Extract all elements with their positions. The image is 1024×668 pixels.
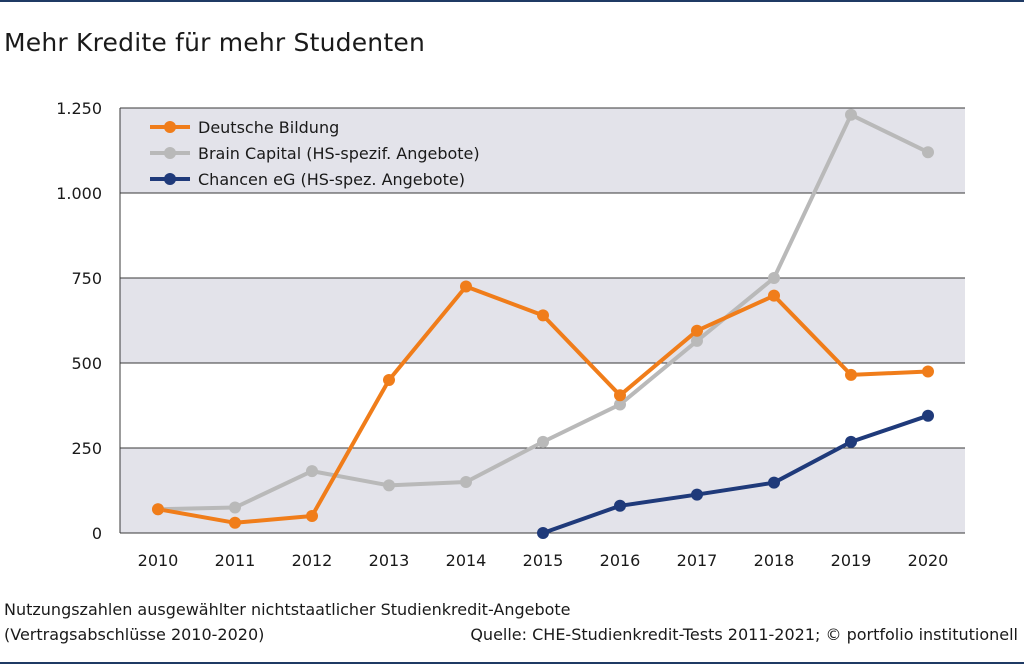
legend-swatch-marker [164, 173, 176, 185]
data-point [845, 435, 857, 448]
y-tick-label: 1.000 [56, 184, 102, 203]
data-point [768, 289, 780, 302]
gridlines [119, 107, 965, 534]
caption-line-2: (Vertragsabschlüsse 2010-2020) [4, 625, 265, 644]
plot-background [120, 108, 965, 533]
top-rule [0, 0, 1024, 2]
data-point [922, 146, 934, 159]
data-point [537, 309, 549, 322]
data-point [229, 516, 241, 529]
y-axis-ticks: 0 250 500 750 1.000 1.250 [56, 99, 102, 543]
plot-band [120, 363, 965, 448]
x-tick-label: 2014 [446, 551, 487, 570]
data-point [768, 272, 780, 284]
x-tick-label: 2013 [369, 551, 410, 570]
legend-swatch-marker [164, 147, 176, 159]
x-axis-ticks: 2010 2011 2012 2013 2014 2015 2016 2017 2018 2019… [138, 551, 949, 570]
x-tick-label: 2012 [292, 551, 333, 570]
source-note: Quelle: CHE-Studienkredit-Tests 2011-202… [470, 625, 1018, 644]
y-tick-label: 0 [92, 524, 102, 543]
x-tick-label: 2017 [677, 551, 718, 570]
plot-band [120, 108, 965, 193]
legend: Deutsche Bildung Brain Capital (HS-spezif… [150, 118, 480, 189]
data-point [922, 409, 934, 422]
data-point [768, 476, 780, 489]
legend-label: Brain Capital (HS-spezif. Angebote) [198, 144, 480, 163]
y-tick-label: 500 [71, 354, 102, 373]
data-point [460, 476, 472, 488]
x-tick-label: 2015 [523, 551, 564, 570]
x-tick-label: 2018 [754, 551, 795, 570]
data-point [229, 501, 241, 514]
data-point [614, 499, 626, 512]
data-point [614, 398, 626, 411]
data-point [383, 479, 395, 492]
legend-label: Chancen eG (HS-spez. Angebote) [198, 170, 465, 189]
caption-line-1: Nutzungszahlen ausgewählter nichtstaatli… [4, 600, 571, 619]
data-point [306, 465, 318, 478]
plot-band [120, 193, 965, 278]
data-point [152, 503, 164, 516]
data-point [691, 334, 703, 347]
series-points [152, 108, 934, 539]
data-point [537, 435, 549, 448]
data-point [383, 374, 395, 386]
legend-swatch-marker [164, 121, 176, 133]
y-tick-label: 1.250 [56, 99, 102, 118]
x-tick-label: 2016 [600, 551, 641, 570]
bottom-rule [0, 662, 1024, 664]
x-tick-label: 2020 [908, 551, 949, 570]
data-point [306, 510, 318, 522]
data-point [845, 368, 857, 381]
data-point [614, 389, 626, 402]
data-point [845, 108, 857, 121]
data-point [691, 488, 703, 501]
x-tick-label: 2011 [215, 551, 256, 570]
x-tick-label: 2010 [138, 551, 179, 570]
series-line [541, 413, 930, 535]
page-title: Mehr Kredite für mehr Studenten [4, 28, 425, 57]
x-tick-label: 2019 [831, 551, 872, 570]
data-point [691, 324, 703, 337]
legend-label: Deutsche Bildung [198, 118, 339, 137]
data-point [460, 280, 472, 293]
y-tick-label: 250 [71, 439, 102, 458]
y-tick-label: 750 [71, 269, 102, 288]
data-point [537, 527, 549, 539]
data-point [922, 365, 934, 378]
